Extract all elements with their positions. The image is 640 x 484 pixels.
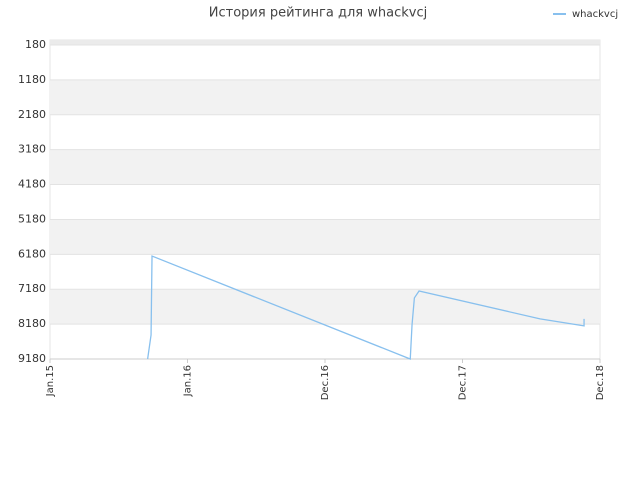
y-tick-label: 9180 (18, 352, 46, 365)
series-line (146, 255, 585, 360)
x-tick-label: Dec.18 (595, 365, 606, 400)
grid-band (50, 79, 600, 115)
x-tick-label: Dec.16 (320, 365, 331, 400)
x-tick-label: Jan.15 (45, 365, 56, 397)
x-tick-label: Dec.17 (458, 365, 469, 400)
y-tick-label: 4180 (18, 178, 46, 191)
y-tick-label: 6180 (18, 247, 46, 260)
legend-label: whackvcj (572, 9, 618, 20)
y-tick-label: 3180 (18, 143, 46, 156)
y-tick-label: 1180 (18, 73, 46, 86)
chart-title: История рейтинга для whackvcj (209, 6, 427, 21)
y-tick-label: 180 (25, 38, 46, 51)
y-tick-label: 7180 (18, 282, 46, 295)
plot-top-strip (50, 40, 600, 45)
y-tick-label: 5180 (18, 212, 46, 225)
y-tick-label: 2180 (18, 108, 46, 121)
grid-band (50, 219, 600, 255)
grid-band (50, 149, 600, 185)
y-tick-label: 8180 (18, 317, 46, 330)
x-tick-label: Jan.16 (183, 365, 194, 397)
grid-band (50, 289, 600, 325)
